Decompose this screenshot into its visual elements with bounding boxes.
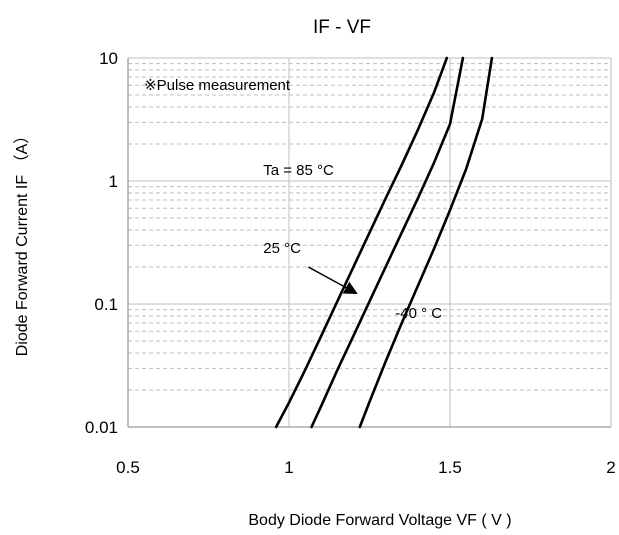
annotation-label: 25 °C [263,240,301,257]
annotations: ※Pulse measurement Ta = 85 °C 25 °C -40 ° C [144,77,442,322]
x-axis-ticks: 0.5 1 1.5 2 [116,458,616,477]
x-tick-label: 0.5 [116,458,140,477]
annotation-arrow [307,266,358,295]
y-tick-label: 10 [99,49,118,68]
annotation-label: Ta = 85 °C [263,162,334,179]
series-line-2 [358,56,494,429]
y-axis-ticks: 0.01 0.1 1 10 [85,49,118,437]
x-axis-label: Body Diode Forward Voltage VF ( V ) [248,512,511,529]
plot-area [127,58,611,428]
series-line-1 [310,56,465,429]
y-axis-label: Diode Forward Current IF （A） [13,128,31,357]
y-tick-label: 0.1 [94,295,118,314]
series-layer [274,56,494,429]
x-tick-label: 2 [606,458,615,477]
chart-title: IF - VF [313,17,371,38]
x-tick-label: 1 [284,458,293,477]
y-tick-label: 1 [109,172,118,191]
grid [127,57,612,428]
x-tick-label: 1.5 [438,458,462,477]
series-line-0 [274,56,449,429]
annotation-label: ※Pulse measurement [144,77,291,94]
y-tick-label: 0.01 [85,418,118,437]
annotation-label: -40 ° C [395,305,442,322]
